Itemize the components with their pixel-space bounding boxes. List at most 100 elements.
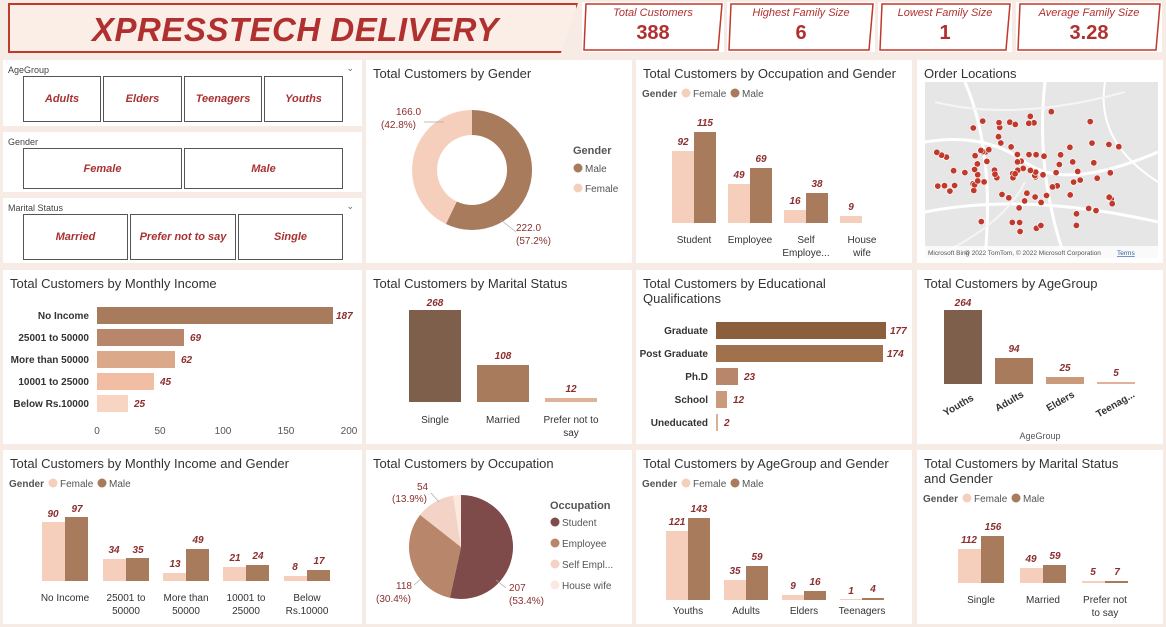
map-marker[interactable]	[933, 148, 941, 156]
bar-youths[interactable]	[944, 310, 982, 384]
bar-teenagers-male[interactable]	[862, 598, 884, 600]
map-marker[interactable]	[1070, 178, 1078, 186]
map-marker[interactable]	[1040, 152, 1048, 160]
map-marker[interactable]	[1090, 159, 1098, 167]
map-marker[interactable]	[1031, 193, 1039, 201]
bar-student-male[interactable]	[694, 132, 716, 223]
map-marker[interactable]	[1013, 151, 1021, 159]
map-marker[interactable]	[1093, 174, 1101, 182]
map-marker[interactable]	[998, 191, 1006, 199]
map-marker[interactable]	[1069, 158, 1077, 166]
slicer-option-single[interactable]: Single	[238, 214, 343, 260]
chevron-down-icon[interactable]: ⌄	[346, 63, 354, 73]
bar-no-income-male[interactable]	[65, 517, 88, 581]
slicer-option-elders[interactable]: Elders	[103, 76, 182, 122]
pie-slice-self-employed[interactable]	[420, 495, 461, 547]
map-marker[interactable]	[974, 177, 982, 185]
bar-below-male[interactable]	[307, 570, 330, 581]
bar-below-female[interactable]	[284, 576, 307, 581]
bar-adults[interactable]	[995, 358, 1033, 384]
map-marker[interactable]	[1085, 204, 1093, 212]
bar-25001-female[interactable]	[103, 559, 126, 581]
pie-slice-student[interactable]	[449, 495, 514, 599]
bar-adults-female[interactable]	[724, 580, 746, 600]
donut-slice-male[interactable]	[445, 109, 533, 230]
map-marker[interactable]	[995, 119, 1003, 127]
map-marker[interactable]	[950, 167, 958, 175]
bar-employee-female[interactable]	[728, 184, 750, 223]
bar-self-female[interactable]	[784, 210, 806, 223]
map-marker[interactable]	[1106, 169, 1114, 177]
map-marker[interactable]	[1008, 218, 1016, 226]
bar-single-female[interactable]	[958, 549, 981, 583]
map-marker[interactable]	[1052, 169, 1060, 177]
bar-25001-50000[interactable]	[97, 329, 184, 346]
map-marker[interactable]	[1086, 118, 1094, 126]
map-marker[interactable]	[1026, 166, 1034, 174]
slicer-option-adults[interactable]: Adults	[23, 76, 101, 122]
bar-50000-female[interactable]	[163, 573, 186, 581]
chevron-down-icon[interactable]: ⌄	[346, 201, 354, 211]
map-marker[interactable]	[1037, 198, 1045, 206]
map-marker[interactable]	[1015, 204, 1023, 212]
slicer-option-teenagers[interactable]: Teenagers	[184, 76, 262, 122]
bar-25001-male[interactable]	[126, 558, 149, 581]
bar-housewife-female[interactable]	[840, 216, 862, 223]
map-marker[interactable]	[1088, 139, 1096, 147]
map-marker[interactable]	[1072, 221, 1080, 229]
bar-single-male[interactable]	[981, 536, 1004, 583]
bar-prefer-female[interactable]	[1082, 581, 1105, 583]
bar-youths-female[interactable]	[666, 531, 688, 600]
map-marker[interactable]	[974, 171, 982, 179]
order-locations-map[interactable]: Microsoft Bing © 2022 TomTom, © 2022 Mic…	[925, 82, 1158, 258]
bar-no-income-female[interactable]	[42, 522, 65, 581]
map-marker[interactable]	[1021, 197, 1029, 205]
bar-school[interactable]	[716, 391, 727, 408]
map-marker[interactable]	[1049, 183, 1057, 191]
map-marker[interactable]	[1055, 161, 1063, 169]
map-marker[interactable]	[971, 166, 979, 174]
map-marker[interactable]	[1025, 119, 1033, 127]
bar-10001-female[interactable]	[223, 567, 246, 581]
pie-slice-housewife[interactable]	[453, 495, 461, 547]
map-marker[interactable]	[1025, 151, 1033, 159]
slicer-option-female[interactable]: Female	[23, 148, 182, 189]
map-marker[interactable]	[1076, 176, 1084, 184]
order-location-markers[interactable]	[933, 108, 1123, 236]
map-marker[interactable]	[1016, 219, 1024, 227]
bar-elders-female[interactable]	[782, 595, 804, 600]
bar-10001-25000[interactable]	[97, 373, 154, 390]
map-marker[interactable]	[1011, 120, 1019, 128]
bar-adults-male[interactable]	[746, 566, 768, 600]
map-marker[interactable]	[1026, 112, 1034, 120]
slicer-option-youths[interactable]: Youths	[264, 76, 343, 122]
map-marker[interactable]	[1073, 210, 1081, 218]
map-marker[interactable]	[951, 182, 959, 190]
map-marker[interactable]	[985, 146, 993, 154]
map-marker[interactable]	[1066, 143, 1074, 151]
pie-slice-employee[interactable]	[409, 514, 461, 598]
bar-phd[interactable]	[716, 368, 738, 385]
map-marker[interactable]	[1047, 108, 1055, 116]
map-marker[interactable]	[1023, 189, 1031, 197]
bar-employee-male[interactable]	[750, 168, 772, 223]
bar-no-income[interactable]	[97, 307, 333, 324]
bar-10001-male[interactable]	[246, 565, 269, 581]
map-marker[interactable]	[1016, 228, 1024, 236]
slicer-option-male[interactable]: Male	[184, 148, 343, 189]
bar-married-female[interactable]	[1020, 568, 1043, 583]
map-marker[interactable]	[983, 157, 991, 165]
map-marker[interactable]	[961, 169, 969, 177]
bar-self-male[interactable]	[806, 193, 828, 223]
bar-prefer-not-to-say[interactable]	[545, 398, 597, 402]
bar-teenagers-female[interactable]	[840, 599, 862, 600]
map-marker[interactable]	[973, 160, 981, 168]
map-marker[interactable]	[1005, 194, 1013, 202]
bar-single[interactable]	[409, 310, 461, 402]
bar-below-10000[interactable]	[97, 395, 128, 412]
map-marker[interactable]	[977, 146, 985, 154]
bar-married-male[interactable]	[1043, 565, 1066, 583]
bar-50000-male[interactable]	[186, 549, 209, 581]
map-marker[interactable]	[1037, 222, 1045, 230]
bar-elders[interactable]	[1046, 377, 1084, 384]
